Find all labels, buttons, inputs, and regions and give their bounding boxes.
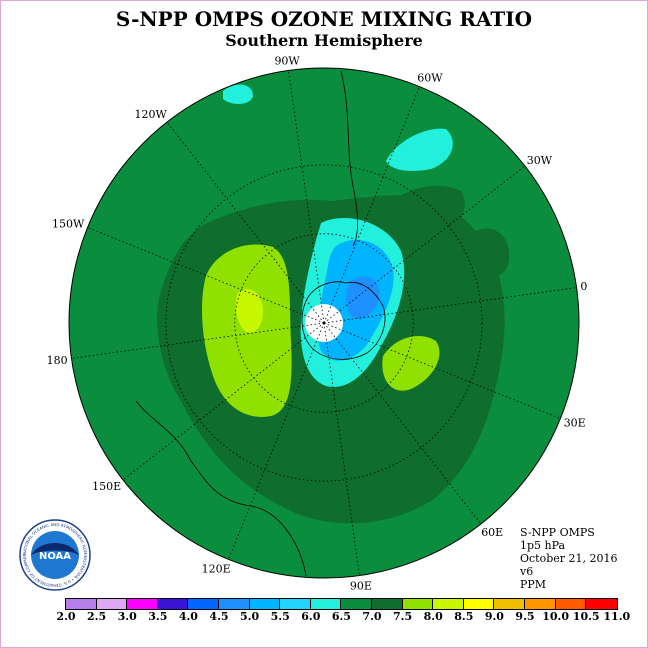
ozone-patch-top-right [386,128,453,171]
colorbar-swatch [463,599,495,609]
meridian-line [87,227,325,324]
logo-bird-shape [31,543,79,555]
colorbar-label: 5.0 [240,610,260,623]
colorbar-swatch [96,599,128,609]
colorbar-swatch [402,599,434,609]
colorbar-swatch [371,599,403,609]
longitude-label: 120E [202,563,231,576]
noaa-logo: NOAA NATIONAL OCEANIC AND ATMOSPHERIC AD… [19,519,91,591]
colorbar-label: 2.5 [87,610,107,623]
meridian-line [71,322,325,359]
meridian-line [323,322,360,576]
australia-coastline [135,400,307,577]
colorbar-swatch [188,599,219,609]
colorbar-label: 8.5 [454,610,474,623]
colorbar-label: 2.0 [56,610,76,623]
longitude-labels: 90W 60W 30W 0 30E 60E 90E 120E 150E 180 150W 120W [47,55,588,593]
map-border [68,67,580,579]
longitude-label: 60E [481,526,503,539]
meridian-line [166,121,325,324]
colorbar-label: 6.0 [301,610,321,623]
meridian-line [122,322,325,481]
south-america-coastline [340,70,358,247]
longitude-label: 150W [52,218,85,231]
ozone-high-east [382,336,440,391]
colorbar-label: 11.0 [603,610,631,623]
meridian-line [323,287,577,324]
colorbar-label: 10.5 [572,610,600,623]
ozone-patch-east [471,228,510,278]
colorbar-swatch [127,599,158,609]
logo-text: NOAA [39,551,71,562]
lat-lon-grid [71,70,577,576]
info-version: v6 [520,565,534,578]
info-date: October 21, 2016 [520,552,618,565]
colorbar-label: 5.5 [270,610,290,623]
info-level: 1p5 hPa [520,539,566,552]
colorbar-swatch [586,599,617,609]
colorbar-label: 8.0 [423,610,443,623]
meridian-line [323,322,561,419]
colorbar-swatch [524,599,556,609]
meridian-line [228,322,325,560]
colorbar-label: 9.5 [515,610,535,623]
colorbar-swatch [218,599,250,609]
map-title: S-NPP OMPS OZONE MIXING RATIO [115,7,533,31]
longitude-label: 120W [134,108,167,121]
longitude-label: 60W [417,71,443,84]
longitude-label: 180 [47,354,68,367]
colorbar-swatch [555,599,587,609]
colorbar-swatch [157,599,189,609]
colorbar [65,598,618,610]
colorbar-label: 10.0 [542,610,569,623]
longitude-label: 30W [527,154,553,167]
logo-inner-disc [31,531,79,579]
meridian-line [323,86,420,324]
colorbar-labels: 2.0 2.5 3.0 3.5 4.0 4.5 5.0 5.5 6.0 6.5 7.0 7.5 8.0 8… [1,610,647,624]
map-disc [69,68,579,578]
colorbar-label: 7.0 [362,610,382,623]
info-panel: S-NPP OMPS 1p5 hPa October 21, 2016 v6 P… [520,526,618,591]
colorbar-swatch [66,599,97,609]
ozone-high-west-core [235,289,263,333]
colorbar-label: 6.5 [331,610,351,623]
colorbar-swatch [249,599,281,609]
colorbar-swatch [494,599,525,609]
colorbar-label: 3.5 [148,610,168,623]
ozone-low-4-5 [346,276,379,319]
ozone-patch-top [223,84,253,105]
antarctic-coastline [301,281,386,360]
colorbar-label: 9.0 [484,610,504,623]
colorbar-label: 3.0 [117,610,137,623]
colorbar-swatch [433,599,464,609]
longitude-label: 90E [350,579,372,592]
longitude-label: 150E [92,480,121,493]
latitude-circle [165,164,483,482]
longitude-label: 30E [564,416,586,429]
latitude-circle [234,233,414,413]
ozone-patch-northeast [393,185,465,232]
colorbar-label: 4.0 [178,610,198,623]
info-units: PPM [520,578,547,591]
longitude-label: 90W [274,55,300,68]
longitude-label: 0 [580,280,587,293]
meridian-line [323,322,482,525]
info-instrument: S-NPP OMPS [520,526,595,539]
colorbar-swatch [341,599,372,609]
meridian-line [323,165,526,324]
colorbar-swatch [310,599,342,609]
colorbar-label: 7.5 [393,610,413,623]
colorbar-swatch [280,599,311,609]
meridian-line [288,70,325,324]
map-subtitle: Southern Hemisphere [225,31,423,50]
colorbar-label: 4.5 [209,610,229,623]
